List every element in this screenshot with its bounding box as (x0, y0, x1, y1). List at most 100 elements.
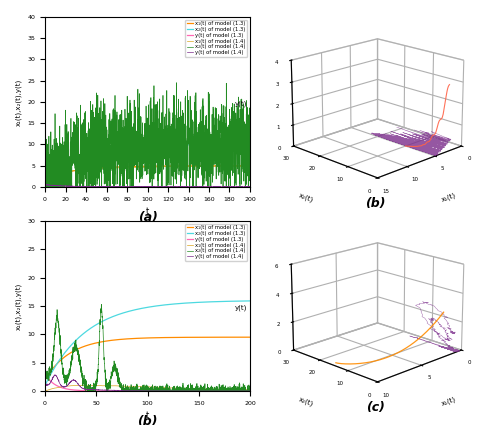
x₁(t) of model (1.3) (247, 334, 253, 340)
x₂(t) of model (1.4) (211, 122, 217, 128)
x₁(t) of model (1.3) (210, 334, 216, 340)
Line: x₂(t) of model (1.3): x₂(t) of model (1.3) (45, 144, 250, 183)
x₁(t) of model (1.4) (53, 172, 59, 177)
x₂(t) of model (1.3) (118, 145, 124, 150)
Text: (b): (b) (137, 415, 158, 425)
Legend: x₁(t) of model (1.3), x₂(t) of model (1.3), y(t) of model (1.3), x₁(t) of model : x₁(t) of model (1.3), x₂(t) of model (1.… (185, 20, 248, 57)
x₁(t) of model (1.4) (53, 385, 59, 391)
x₁(t) of model (1.4) (46, 387, 52, 392)
y(t) of model (1.4) (238, 184, 244, 190)
y(t) of model (1.4) (118, 388, 124, 393)
y(t) of model (1.4) (166, 388, 172, 394)
y(t) of model (1.4) (211, 388, 217, 394)
x₁(t) of model (1.3) (247, 163, 253, 168)
x₁(t) of model (1.4) (60, 170, 66, 175)
x₂(t) of model (1.4) (174, 80, 180, 85)
y(t) of model (1.3) (42, 172, 48, 177)
y(t) of model (1.4) (211, 184, 217, 190)
Line: x₂(t) of model (1.4): x₂(t) of model (1.4) (45, 83, 250, 187)
y(t) of model (1.3) (247, 388, 253, 394)
x₁(t) of model (1.4) (166, 385, 172, 390)
y(t) of model (1.3) (53, 382, 59, 388)
y(t) of model (1.3) (46, 377, 52, 382)
x₁(t) of model (1.3) (210, 163, 216, 168)
x₁(t) of model (1.4) (247, 164, 253, 169)
x₁(t) of model (1.4) (224, 164, 230, 169)
x₁(t) of model (1.3) (46, 174, 52, 179)
Y-axis label: x₂(t): x₂(t) (298, 396, 315, 407)
x₁(t) of model (1.4) (165, 164, 171, 169)
y(t) of model (1.4) (46, 183, 52, 188)
y(t) of model (1.4) (247, 184, 253, 190)
Text: (c): (c) (366, 401, 384, 414)
Y-axis label: x₁(t),x₂(t),y(t): x₁(t),x₂(t),y(t) (16, 78, 22, 126)
x₂(t) of model (1.4) (42, 184, 48, 190)
y(t) of model (1.4) (52, 372, 58, 377)
x₂(t) of model (1.4) (247, 388, 253, 394)
x₁(t) of model (1.3) (118, 337, 124, 342)
x₂(t) of model (1.4) (166, 147, 172, 152)
Line: x₁(t) of model (1.3): x₁(t) of model (1.3) (45, 337, 250, 380)
X-axis label: t: t (146, 207, 149, 216)
x₂(t) of model (1.4) (166, 387, 172, 392)
Line: x₁(t) of model (1.3): x₁(t) of model (1.3) (45, 166, 250, 178)
X-axis label: t: t (146, 411, 149, 420)
x₂(t) of model (1.4) (46, 370, 52, 375)
x₁(t) of model (1.3) (46, 370, 52, 375)
x₁(t) of model (1.4) (118, 384, 124, 389)
y(t) of model (1.4) (46, 381, 52, 386)
y(t) of model (1.3) (210, 184, 216, 190)
x₂(t) of model (1.3) (118, 311, 124, 316)
x₂(t) of model (1.3) (42, 383, 48, 388)
y(t) of model (1.4) (60, 384, 66, 389)
x₁(t) of model (1.4) (42, 388, 48, 394)
x₁(t) of model (1.3) (42, 176, 48, 181)
y(t) of model (1.3) (46, 178, 52, 183)
Text: (b): (b) (365, 197, 385, 210)
x₂(t) of model (1.3) (60, 163, 66, 168)
x₂(t) of model (1.3) (165, 143, 171, 148)
x₂(t) of model (1.4) (60, 372, 66, 377)
x₂(t) of model (1.3) (247, 298, 253, 303)
x₂(t) of model (1.4) (118, 383, 124, 388)
x₁(t) of model (1.4) (210, 164, 216, 169)
x₂(t) of model (1.3) (165, 302, 171, 307)
y(t) of model (1.4) (53, 374, 59, 379)
x₂(t) of model (1.3) (53, 363, 59, 368)
Line: y(t) of model (1.4): y(t) of model (1.4) (45, 375, 250, 391)
x₁(t) of model (1.4) (211, 387, 217, 392)
x₁(t) of model (1.4) (90, 383, 96, 388)
x₂(t) of model (1.4) (42, 161, 48, 166)
x₁(t) of model (1.3) (165, 164, 171, 169)
Text: (a): (a) (138, 211, 158, 224)
y(t) of model (1.3) (60, 385, 66, 391)
y(t) of model (1.3) (42, 371, 48, 377)
x₂(t) of model (1.3) (210, 142, 216, 147)
Y-axis label: x₂(t): x₂(t) (298, 192, 315, 203)
x₂(t) of model (1.4) (98, 302, 104, 307)
x₂(t) of model (1.4) (247, 130, 253, 135)
Line: y(t) of model (1.3): y(t) of model (1.3) (45, 374, 250, 391)
X-axis label: x₁(t): x₁(t) (440, 396, 457, 407)
y(t) of model (1.4) (166, 184, 172, 189)
x₂(t) of model (1.3) (42, 180, 48, 185)
Line: y(t) of model (1.4): y(t) of model (1.4) (45, 184, 250, 187)
x₂(t) of model (1.3) (46, 175, 52, 180)
x₁(t) of model (1.4) (46, 174, 52, 179)
y(t) of model (1.4) (42, 182, 48, 187)
x₂(t) of model (1.4) (84, 388, 90, 394)
Legend: x₁(t) of model (1.3), x₂(t) of model (1.3), y(t) of model (1.3), x₁(t) of model : x₁(t) of model (1.3), x₂(t) of model (1.… (185, 224, 248, 261)
x₁(t) of model (1.3) (53, 362, 59, 367)
y(t) of model (1.3) (165, 388, 171, 394)
y(t) of model (1.4) (42, 182, 48, 187)
Line: x₂(t) of model (1.3): x₂(t) of model (1.3) (45, 301, 250, 385)
x₂(t) of model (1.3) (210, 299, 216, 304)
Line: x₂(t) of model (1.4): x₂(t) of model (1.4) (45, 304, 250, 391)
y(t) of model (1.4) (247, 388, 253, 394)
Line: x₁(t) of model (1.4): x₁(t) of model (1.4) (45, 385, 250, 391)
y(t) of model (1.4) (60, 184, 66, 189)
x₁(t) of model (1.3) (60, 355, 66, 360)
x₂(t) of model (1.4) (53, 322, 59, 327)
x₁(t) of model (1.3) (53, 172, 59, 177)
x₁(t) of model (1.3) (165, 335, 171, 340)
